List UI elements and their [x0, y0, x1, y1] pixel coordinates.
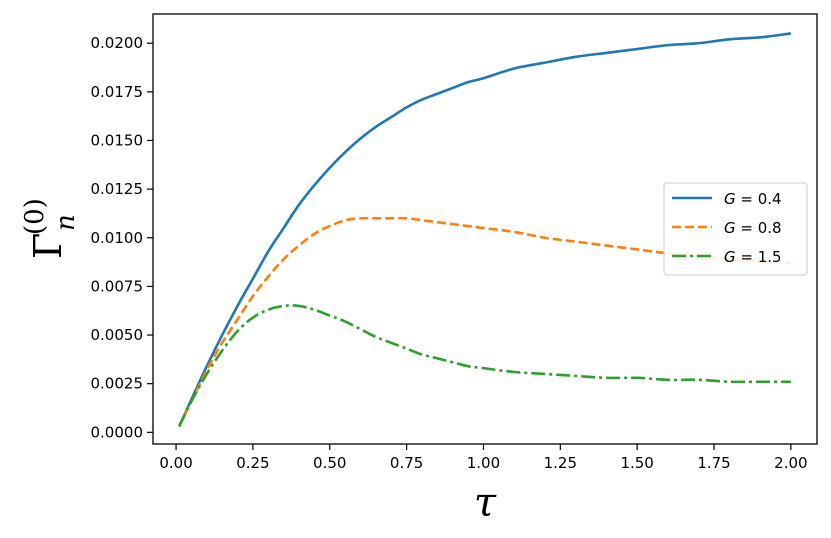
legend-label-g15: G = 1.5: [724, 248, 782, 266]
x-axis-label: τ: [474, 480, 497, 526]
y-axis-label-sup: (0): [20, 198, 50, 235]
legend: G = 0.4 G = 0.8 G = 1.5: [663, 182, 808, 276]
x-tick-label: 0.00: [159, 454, 192, 472]
series-line-1: [177, 32, 792, 428]
y-tick-label: 0.0000: [91, 423, 144, 441]
y-tick-label: 0.0100: [91, 229, 144, 247]
legend-label-g04: G = 0.4: [724, 190, 782, 208]
x-tick-label: 1.25: [544, 454, 577, 472]
y-axis-label: Γ n (0): [20, 198, 81, 259]
y-tick-label: 0.0125: [91, 180, 144, 198]
y-tick-label: 0.0025: [91, 375, 144, 393]
legend-label-g08: G = 0.8: [724, 219, 782, 237]
x-tick-label: 1.00: [467, 454, 500, 472]
y-tick-label: 0.0200: [91, 34, 144, 52]
x-tick-label: 0.25: [236, 454, 269, 472]
x-tick-label: 1.75: [697, 454, 730, 472]
x-tick-label: 1.50: [620, 454, 653, 472]
y-tick-label: 0.0075: [91, 277, 144, 295]
x-tick-label: 0.75: [390, 454, 423, 472]
plot-frame: [152, 13, 818, 445]
y-tick-label: 0.0050: [91, 326, 144, 344]
x-tick-label: 2.00: [774, 454, 807, 472]
y-axis-label-sub: n: [51, 214, 81, 231]
legend-box: [663, 182, 808, 276]
series-line-3: [177, 304, 791, 428]
series-line-2: [177, 216, 791, 428]
axis-ticks: 0.00 0.25 0.50 0.75 1.00 1.25 1.50 1.75 2.00 0.00…: [91, 34, 808, 472]
y-tick-label: 0.0175: [91, 83, 144, 101]
y-axis-label-main: Γ: [26, 233, 70, 259]
y-tick-label: 0.0150: [91, 131, 144, 149]
series-lines: [177, 32, 792, 428]
x-tick-label: 0.50: [313, 454, 346, 472]
